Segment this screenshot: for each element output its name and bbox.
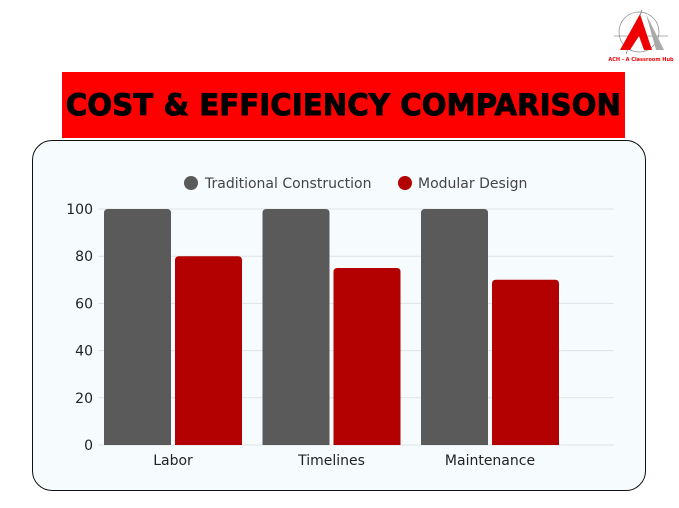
y-tick-label: 80 xyxy=(75,249,93,265)
legend: Traditional Construction Modular Design xyxy=(184,176,527,192)
logo-mark-icon xyxy=(614,9,668,55)
bar-modular-labor xyxy=(175,256,242,445)
y-tick-label: 0 xyxy=(84,438,93,454)
bar-traditional-timelines xyxy=(262,209,330,445)
x-tick-label: Maintenance xyxy=(445,453,535,469)
x-tick-label: Timelines xyxy=(297,453,365,469)
bar-modular-maintenance xyxy=(492,279,559,445)
logo: ACH - A Classroom Hub xyxy=(606,6,676,68)
y-tick-label: 20 xyxy=(75,391,93,407)
y-tick-label: 40 xyxy=(75,344,93,360)
title-banner: COST & EFFICIENCY COMPARISON xyxy=(62,72,625,138)
legend-marker-modular xyxy=(398,176,412,190)
x-tick-label: Labor xyxy=(153,453,193,469)
bar-traditional-labor xyxy=(104,209,171,445)
y-tick-label: 60 xyxy=(75,296,93,312)
y-tick-label: 100 xyxy=(66,202,93,218)
legend-marker-traditional xyxy=(184,176,198,190)
logo-text: ACH - A Classroom Hub xyxy=(608,57,674,63)
bar-modular-timelines xyxy=(333,268,401,445)
legend-label-traditional: Traditional Construction xyxy=(204,176,371,192)
chart-title: COST & EFFICIENCY COMPARISON xyxy=(65,88,622,123)
legend-label-modular: Modular Design xyxy=(418,176,527,192)
bar-traditional-maintenance xyxy=(421,209,488,445)
